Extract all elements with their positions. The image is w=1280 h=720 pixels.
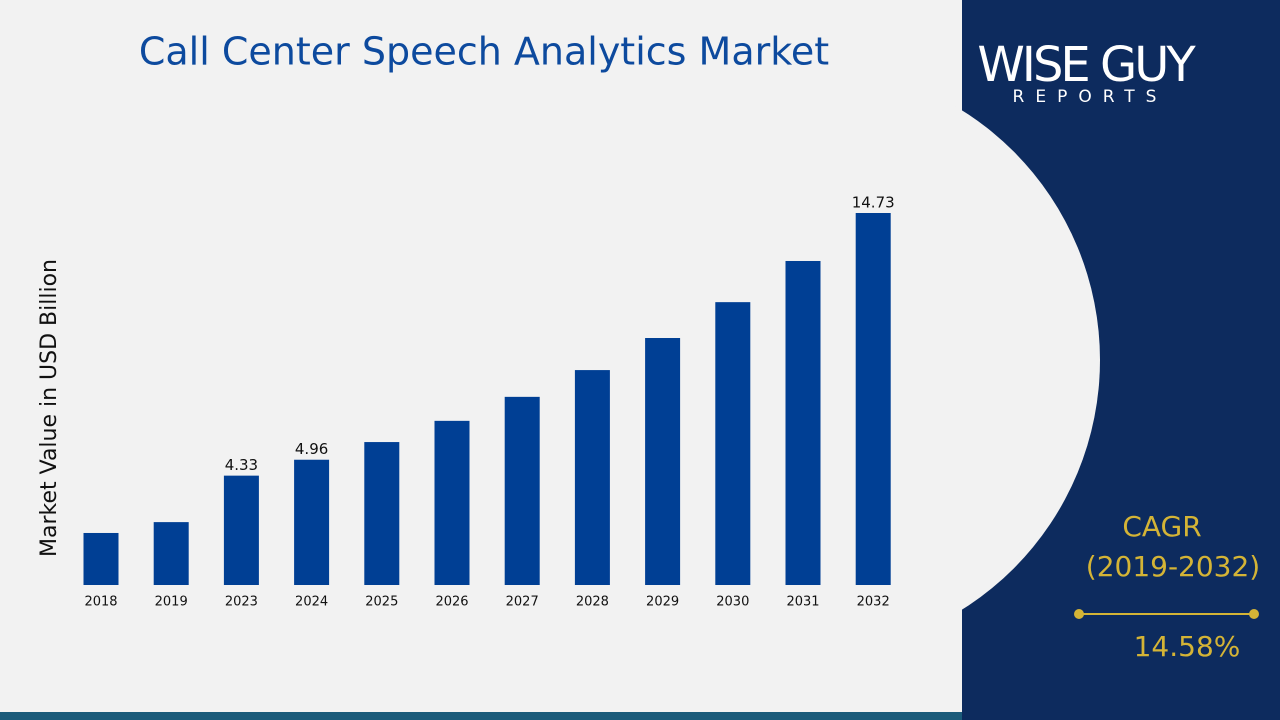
- bottom-strip: [0, 712, 962, 720]
- x-tick-label: 2019: [155, 595, 188, 610]
- data-label: 14.73: [852, 194, 895, 212]
- bar: [504, 396, 540, 585]
- logo: WISE GUY: [977, 37, 1196, 93]
- x-tick-label: 2028: [576, 595, 609, 610]
- bar: [223, 475, 259, 585]
- bar: [785, 260, 821, 585]
- y-axis-label: Market Value in USD Billion: [37, 259, 62, 557]
- bar: [83, 532, 119, 585]
- bar: [364, 442, 400, 585]
- cagr-value: 14.58%: [1134, 630, 1241, 663]
- divider-dot: [1249, 609, 1259, 619]
- bar: [715, 302, 751, 585]
- bar: [574, 370, 610, 585]
- x-tick-label: 2025: [365, 595, 398, 610]
- cagr-label: CAGR: [1122, 510, 1201, 543]
- x-tick-label: 2018: [84, 595, 117, 610]
- divider-dot: [1074, 609, 1084, 619]
- x-tick-label: 2029: [646, 595, 679, 610]
- x-tick-label: 2024: [295, 595, 328, 610]
- bar: [434, 420, 470, 585]
- logo-sub: REPORTS: [1013, 87, 1168, 107]
- bar: [294, 459, 330, 585]
- x-tick-label: 2030: [716, 595, 749, 610]
- chart-title: Call Center Speech Analytics Market: [139, 30, 829, 74]
- x-tick-label: 2023: [225, 595, 258, 610]
- bar: [645, 338, 681, 585]
- cagr-period: (2019-2032): [1086, 550, 1260, 583]
- x-tick-label: 2031: [786, 595, 819, 610]
- data-label: 4.33: [225, 456, 258, 474]
- x-tick-label: 2032: [857, 595, 890, 610]
- bar: [855, 213, 891, 585]
- bar: [153, 522, 189, 585]
- x-tick-label: 2026: [435, 595, 468, 610]
- data-label: 4.96: [295, 440, 328, 458]
- x-tick-label: 2027: [506, 595, 539, 610]
